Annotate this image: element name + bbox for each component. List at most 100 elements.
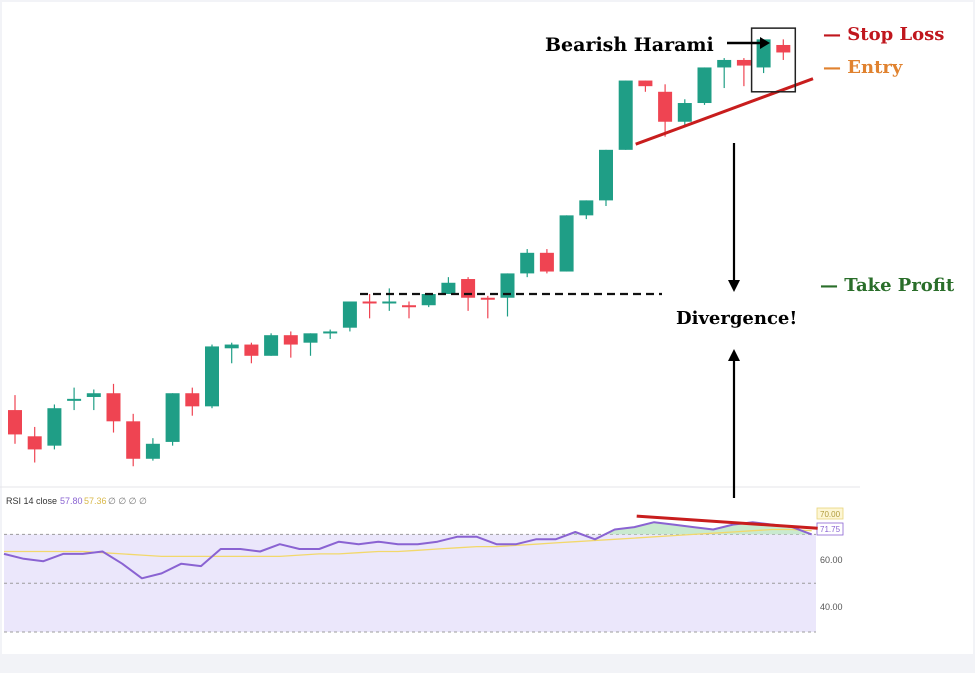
candle-body [480,297,495,300]
candle-body [599,149,613,201]
candle [717,58,732,89]
candle-body [618,80,633,150]
candle [480,295,495,319]
candle-body [382,301,397,304]
candle-body [441,282,456,294]
candle [421,294,436,308]
bearish-harami-label: Bearish Harami [545,34,714,56]
candle-body [244,344,259,356]
candle [106,383,121,433]
divergence-arrow-down [728,143,740,292]
candle [677,99,692,128]
candle [638,80,653,92]
candle [382,288,397,311]
candle-body [86,393,101,397]
harami-highlight-box [750,27,797,93]
candle-body [677,103,692,122]
candle-body [27,436,42,450]
candle [736,58,751,87]
candle-body [264,335,279,356]
rsi-badge-upper: 70.00 [820,510,841,519]
candle-body [579,200,594,216]
harami-arrow [727,37,770,49]
candle [402,301,416,319]
candle-body [697,67,712,104]
rsi-ma-line [4,528,812,558]
candle-body [303,333,318,343]
take-profit-label: — Take Profit [820,275,955,296]
candle [776,39,791,60]
candle-body [658,91,673,122]
candle [185,387,200,416]
candle-body [145,443,160,459]
candle-body [717,59,732,68]
candle [244,342,259,364]
candle-body [47,408,62,446]
rsi-trendline [636,514,818,530]
candle [539,249,554,274]
rsi-title: RSI 14 close [6,496,57,506]
candle [362,294,377,319]
rsi-ma-value-badge [816,507,844,520]
candle [323,329,338,339]
candle-body [559,215,574,272]
candle [47,404,62,450]
candle-body [205,346,219,407]
rsi-empty-values: ∅ ∅ ∅ ∅ [108,496,147,506]
candle-body [421,294,436,306]
candlestick-series [8,39,791,467]
candle [264,333,279,356]
candle [618,80,633,150]
candle-body [323,331,338,334]
candle-body [283,335,298,345]
candle-body [539,252,554,272]
candle-body [106,393,121,422]
candle [165,393,180,446]
rsi-value: 57.80 [60,496,83,506]
candle-body [362,301,377,304]
candle-body [126,421,141,459]
rsi-badge-lower: 71.75 [820,525,841,534]
candle [559,215,574,272]
candle [599,149,613,206]
candle-body [402,305,416,308]
candle-body [638,80,653,87]
candle [8,395,22,444]
candle [205,344,219,409]
rsi-tick-40: 40.00 [820,602,843,612]
candle-body [185,393,200,407]
candle [67,387,82,411]
entry-label: — Entry [823,57,903,78]
candle [126,413,141,467]
candle [27,426,42,463]
candle-body [776,44,791,53]
candle-body [67,398,82,401]
candle [441,277,456,294]
candle-body [165,393,180,442]
stop-loss-label: — Stop Loss [823,24,944,45]
candle [145,438,160,461]
price-trendline [635,77,814,146]
rsi-ma-value: 57.36 [84,496,107,506]
candle [303,333,318,356]
candle [224,342,239,364]
candle-body [520,252,535,274]
divergence-label: Divergence! [676,308,797,329]
candle-body [224,344,239,349]
rsi-line [3,521,813,580]
candle [283,331,298,358]
divergence-arrow-up [728,349,740,498]
rsi-tick-60: 60.00 [820,555,843,565]
candle-body [8,410,22,435]
candle-body [342,301,357,328]
candle-body [736,59,751,66]
candle [520,249,535,278]
candle [579,200,594,220]
candle [658,84,673,137]
candle [86,389,101,411]
candle-body [500,273,515,298]
candle [697,67,712,105]
candle [342,301,357,332]
